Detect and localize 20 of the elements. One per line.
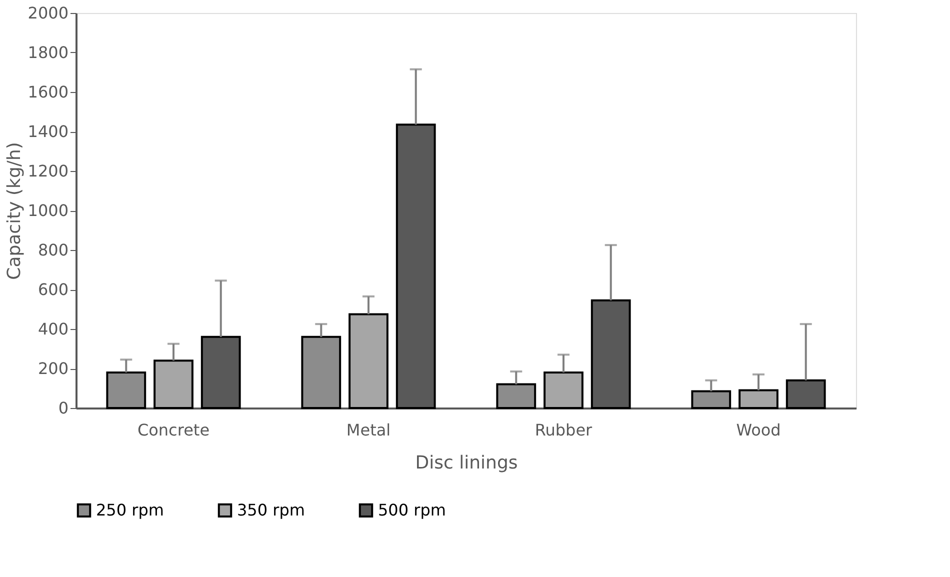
x-tick-label: Metal [346, 420, 391, 440]
legend-label: 250 rpm [96, 500, 164, 520]
y-tick-label: 800 [38, 240, 68, 260]
y-tick-label: 2000 [28, 4, 68, 22]
x-tick-label: Wood [736, 420, 781, 440]
y-tick-label: 600 [38, 280, 68, 299]
y-axis-title: Capacity (kg/h) [4, 142, 25, 280]
y-tick-label: 1800 [28, 43, 68, 62]
y-tick-label: 1000 [28, 201, 68, 220]
x-tick-label: Rubber [534, 420, 593, 440]
legend-label: 350 rpm [237, 500, 305, 520]
x-axis-title: Disc linings [415, 452, 518, 474]
legend-label: 500 rpm [378, 500, 446, 520]
y-tick-label: 1200 [28, 162, 68, 180]
y-tick-label: 0 [58, 398, 68, 418]
y-tick-label: 200 [38, 359, 68, 378]
y-tick-label: 400 [38, 320, 68, 338]
y-tick-label: 1400 [28, 122, 68, 141]
x-tick-label: Concrete [137, 420, 210, 440]
y-tick-label: 1600 [28, 82, 68, 102]
